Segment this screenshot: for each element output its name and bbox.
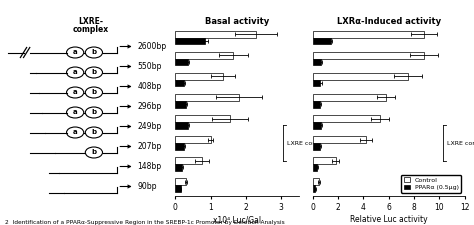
- Bar: [313, 38, 330, 44]
- Bar: [313, 157, 336, 164]
- Bar: [313, 136, 366, 143]
- Bar: [313, 115, 380, 122]
- Title: Basal activity: Basal activity: [205, 17, 269, 26]
- Text: 2600bp: 2600bp: [138, 42, 167, 51]
- Bar: [175, 115, 230, 122]
- Text: 207bp: 207bp: [138, 142, 162, 151]
- Legend: Control, PPARα (0.5μg): Control, PPARα (0.5μg): [401, 175, 461, 193]
- Text: complex: complex: [73, 25, 109, 34]
- Text: LXRE complex: LXRE complex: [287, 141, 332, 146]
- Text: 148bp: 148bp: [138, 162, 162, 171]
- Text: 408bp: 408bp: [138, 82, 162, 91]
- Title: LXRα-Induced activity: LXRα-Induced activity: [337, 17, 441, 26]
- Bar: [313, 143, 320, 150]
- Bar: [175, 73, 223, 80]
- Bar: [175, 122, 188, 129]
- Bar: [313, 94, 386, 101]
- Bar: [313, 101, 320, 108]
- Bar: [313, 185, 315, 192]
- Text: 550bp: 550bp: [138, 62, 162, 71]
- Text: LXRE complex: LXRE complex: [447, 141, 474, 146]
- Bar: [175, 143, 184, 150]
- Bar: [313, 59, 321, 65]
- Bar: [175, 80, 184, 86]
- Text: a: a: [73, 70, 77, 76]
- Text: b: b: [91, 70, 97, 76]
- Bar: [175, 185, 181, 192]
- Bar: [175, 52, 234, 59]
- Text: b: b: [91, 90, 97, 95]
- Bar: [175, 101, 186, 108]
- Text: 2  Identification of a PPARα-Suppressive Region in the SREBP-1c Promoter by Dele: 2 Identification of a PPARα-Suppressive …: [5, 220, 284, 225]
- Text: LXRE-: LXRE-: [78, 18, 103, 27]
- Text: a: a: [73, 90, 77, 95]
- Bar: [313, 122, 321, 129]
- Bar: [313, 31, 424, 38]
- Bar: [175, 157, 202, 164]
- Text: b: b: [91, 130, 97, 135]
- Text: a: a: [73, 50, 77, 56]
- X-axis label: Relative Luc activity: Relative Luc activity: [350, 215, 428, 224]
- Text: a: a: [73, 130, 77, 135]
- Text: 249bp: 249bp: [138, 122, 162, 131]
- Text: b: b: [91, 50, 97, 56]
- Bar: [175, 38, 205, 44]
- Bar: [175, 59, 188, 65]
- Bar: [313, 178, 319, 185]
- Bar: [313, 80, 320, 86]
- Text: b: b: [91, 149, 97, 155]
- Text: 296bp: 296bp: [138, 102, 162, 111]
- Text: b: b: [91, 110, 97, 115]
- Bar: [175, 94, 239, 101]
- Text: a: a: [73, 110, 77, 115]
- X-axis label: x10⁴ Luc/Gal: x10⁴ Luc/Gal: [213, 215, 261, 224]
- Bar: [175, 164, 182, 171]
- Bar: [175, 136, 210, 143]
- Bar: [313, 164, 317, 171]
- Bar: [313, 52, 424, 59]
- Bar: [175, 178, 186, 185]
- Bar: [313, 73, 408, 80]
- Bar: [175, 31, 256, 38]
- Text: 90bp: 90bp: [138, 182, 157, 191]
